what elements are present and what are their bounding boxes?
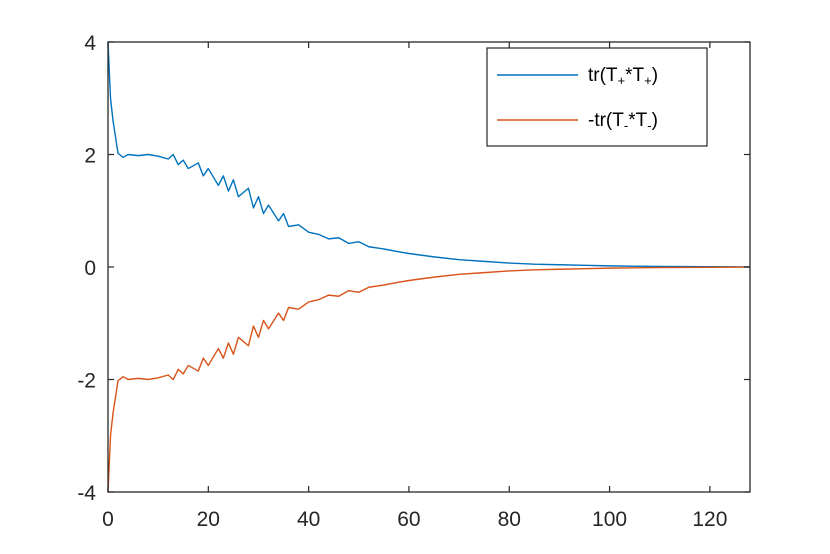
x-tick-label-6: 120	[692, 508, 727, 531]
y-tick-label-2: 0	[84, 257, 96, 280]
series-line-2	[107, 266, 751, 493]
legend-label-part: )	[652, 110, 658, 131]
legend-label-part: -tr(T	[588, 110, 624, 131]
y-tick-label-1: 2	[84, 145, 96, 168]
legend-label-2: -tr(T-*T-)	[588, 110, 658, 133]
legend-label-part: tr(T	[588, 65, 618, 86]
legend-box	[486, 47, 708, 147]
x-tick-label-5: 100	[592, 508, 627, 531]
legend-label-part: +	[644, 73, 652, 88]
series-layer	[107, 41, 751, 493]
y-tick-label-4: -4	[77, 482, 96, 505]
legend-label-part: -	[647, 118, 651, 133]
x-tick-label-1: 20	[197, 508, 220, 531]
series-line-1	[107, 41, 751, 268]
x-tick-label-0: 0	[102, 508, 114, 531]
x-tick-label-4: 80	[498, 508, 521, 531]
legend-label-1: tr(T+*T+)	[588, 65, 658, 88]
legend-label-part: *T	[625, 65, 644, 86]
legend-label-part: +	[618, 73, 626, 88]
legend-label-part: *T	[628, 110, 647, 131]
legend-label-part: )	[652, 65, 658, 86]
legend-label-part: -	[624, 118, 628, 133]
y-tick-label-0: 4	[84, 32, 96, 55]
x-tick-label-3: 60	[397, 508, 420, 531]
x-tick-label-2: 40	[297, 508, 320, 531]
legend: tr(T+*T+)-tr(T-*T-)	[486, 47, 708, 147]
y-tick-label-3: -2	[77, 370, 96, 393]
